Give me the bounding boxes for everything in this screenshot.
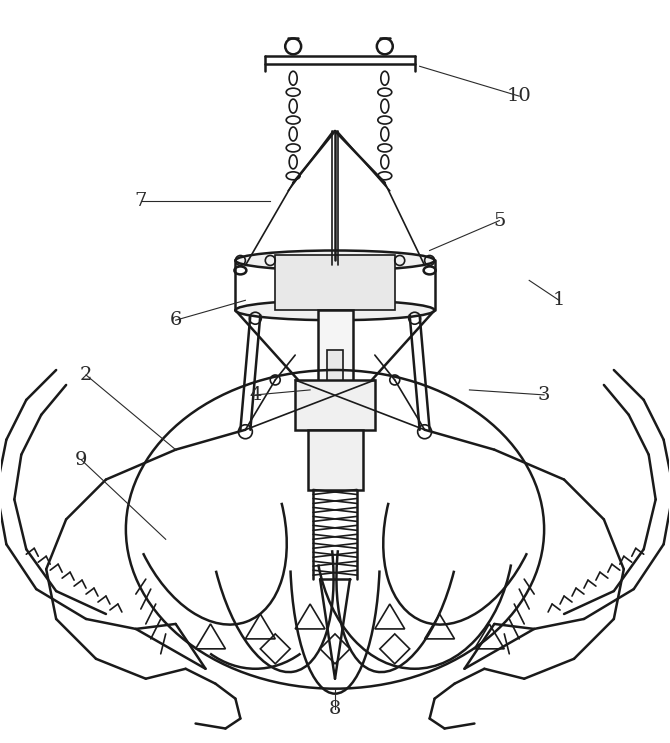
Ellipse shape [235,250,435,270]
Bar [327,350,343,470]
Text: 6: 6 [170,311,182,329]
Text: 2: 2 [80,366,92,384]
Text: 4: 4 [249,386,261,404]
Bar [295,380,375,429]
Polygon shape [235,311,298,380]
Text: 5: 5 [493,212,505,230]
Polygon shape [372,311,435,380]
Bar [318,311,353,450]
Text: 9: 9 [75,451,87,469]
Text: 10: 10 [507,87,531,106]
Ellipse shape [235,300,435,320]
Text: 3: 3 [538,386,550,404]
Text: 8: 8 [329,700,341,718]
Text: 1: 1 [553,291,565,309]
Text: 7: 7 [135,192,147,210]
Bar [308,429,363,490]
Bar [275,256,395,311]
